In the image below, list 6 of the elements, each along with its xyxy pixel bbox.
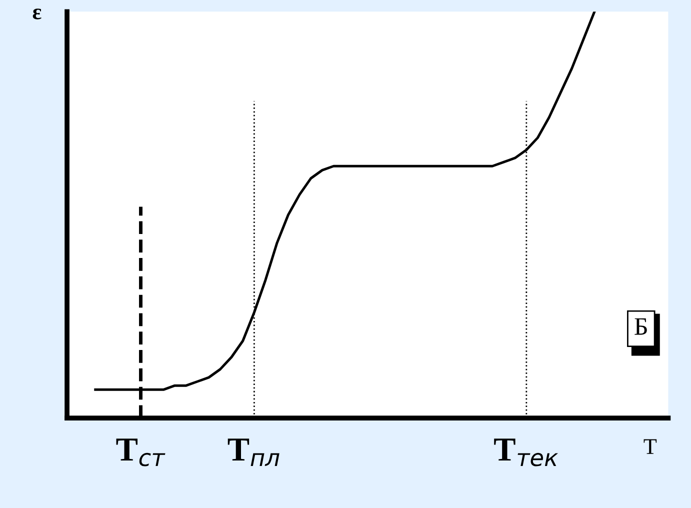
y-axis-title: ε bbox=[32, 8, 42, 20]
text: Б bbox=[634, 318, 647, 335]
x-tick-label: T$_{ст}$ bbox=[116, 438, 166, 466]
x-tick-label: T$_{пл}$ bbox=[228, 438, 280, 466]
x-axis-title: T bbox=[644, 439, 657, 454]
x-tick-label: T$_{тек}$ bbox=[494, 438, 558, 466]
